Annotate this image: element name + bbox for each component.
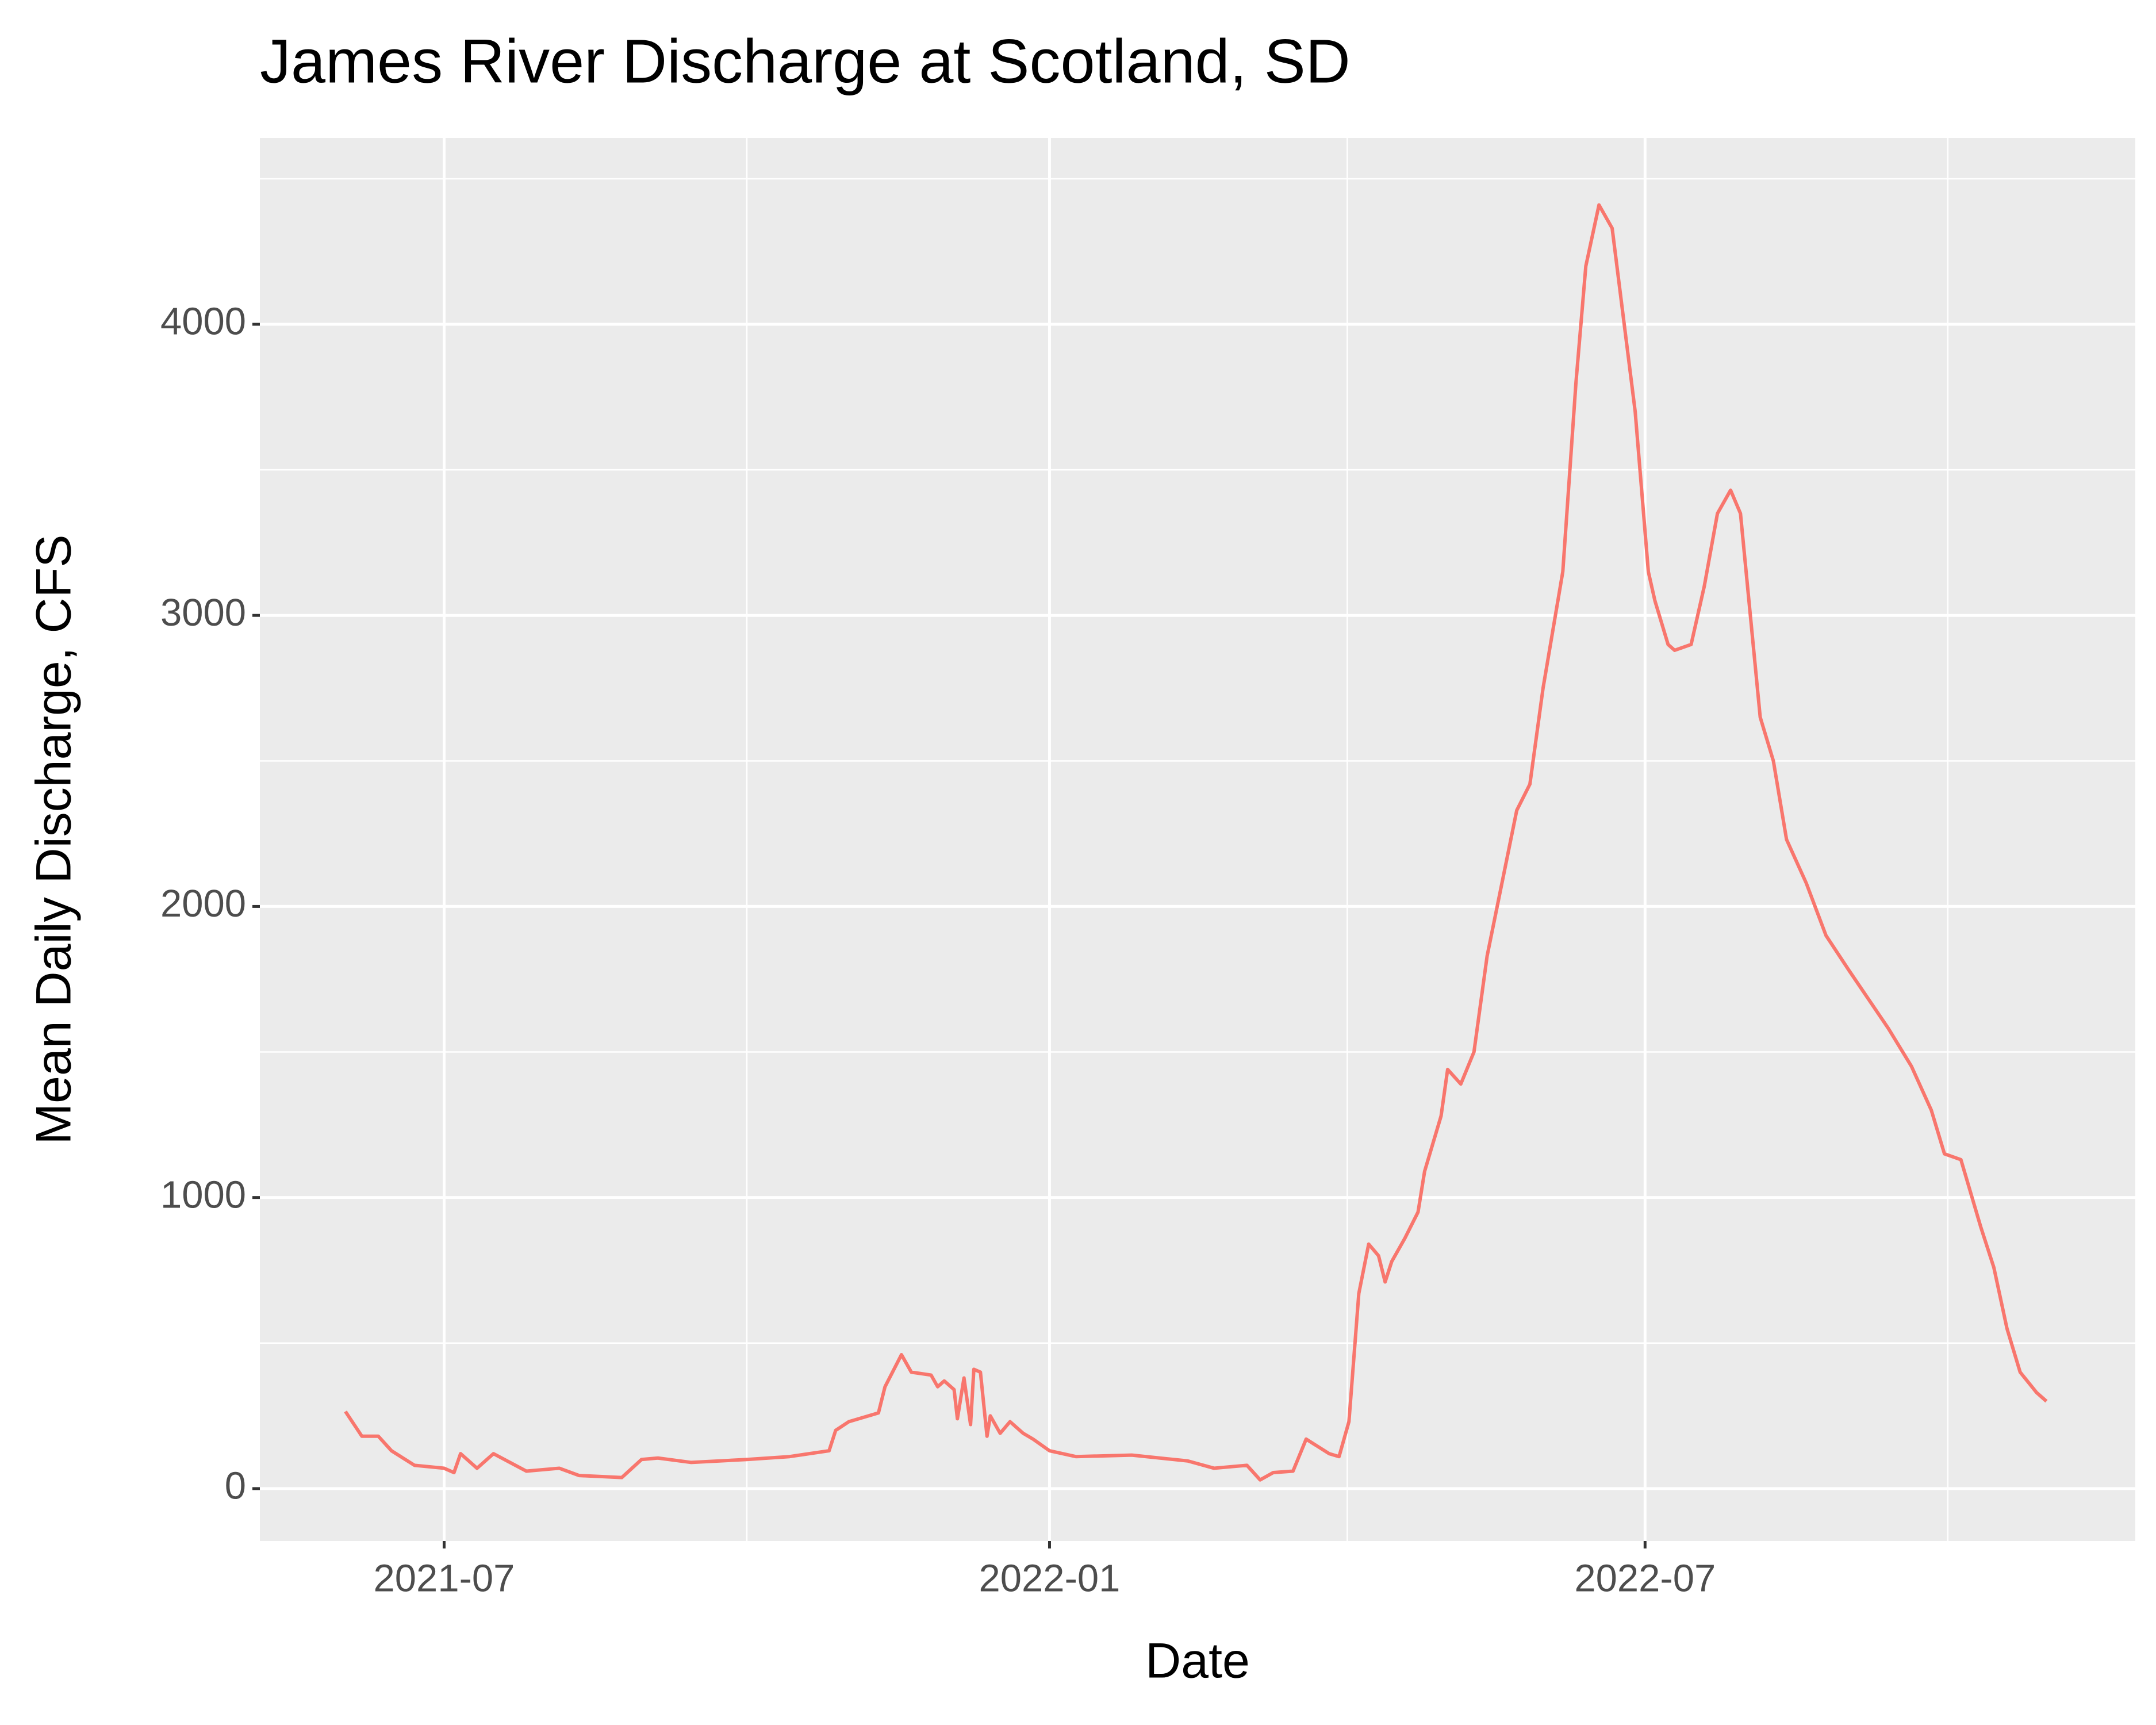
plot-panel (260, 138, 2135, 1541)
y-tick-label: 0 (225, 1465, 246, 1508)
y-tick-label: 3000 (160, 591, 246, 634)
x-tick-label: 2021-07 (374, 1557, 515, 1600)
y-tick-label: 1000 (160, 1173, 246, 1216)
y-tick-label: 2000 (160, 882, 246, 925)
chart-title: James River Discharge at Scotland, SD (260, 26, 1351, 96)
data-line (344, 203, 2048, 1482)
y-tick-label: 4000 (160, 300, 246, 343)
x-tick-label: 2022-07 (1574, 1557, 1716, 1600)
y-axis-label: Mean Daily Discharge, CFS (26, 534, 82, 1144)
x-axis-label: Date (1145, 1634, 1250, 1689)
x-tick-label: 2022-01 (979, 1557, 1121, 1600)
